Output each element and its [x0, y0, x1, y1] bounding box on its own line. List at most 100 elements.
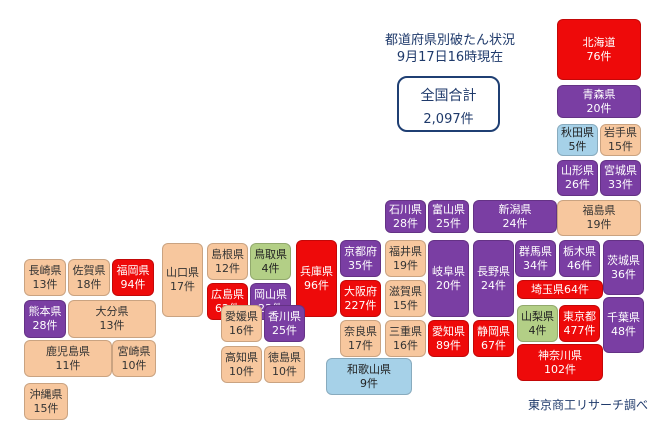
prefecture-akita: 秋田県 5件	[557, 124, 598, 156]
prefecture-name: 福岡県	[116, 263, 150, 277]
prefecture-saga: 佐賀県 18件	[68, 259, 110, 296]
prefecture-name: 山口県	[166, 266, 199, 279]
prefecture-count: 15件	[33, 401, 59, 415]
prefecture-count: 26件	[565, 178, 590, 191]
prefecture-count: 48件	[611, 325, 636, 338]
prefecture-ibaraki: 茨城県 36件	[603, 240, 644, 295]
total-label: 全国合計	[420, 88, 477, 104]
prefecture-name: 新潟県	[498, 202, 532, 216]
prefecture-nara: 奈良県 17件	[340, 320, 381, 357]
prefecture-name: 京都府	[344, 244, 377, 258]
prefecture-name: 山梨県	[521, 309, 554, 323]
prefecture-name: 青森県	[582, 87, 616, 101]
prefecture-count: 20件	[436, 278, 461, 292]
prefecture-count: 102件	[544, 362, 576, 376]
prefecture-niigata: 新潟県 24件	[473, 200, 557, 233]
prefecture-count: 19件	[393, 258, 418, 272]
prefecture-name: 群馬県	[519, 244, 552, 258]
prefecture-chiba: 千葉県 48件	[603, 297, 644, 353]
prefecture-name: 石川県	[389, 202, 422, 216]
prefecture-name: 千葉県	[607, 311, 640, 324]
prefecture-name: 栃木県	[563, 244, 596, 258]
prefecture-miyazaki: 宮崎県 10件	[112, 340, 156, 377]
national-total-box: 全国合計 2,097件	[397, 76, 500, 132]
prefecture-name: 埼玉県	[531, 282, 564, 296]
prefecture-yamanashi: 山梨県 4件	[517, 305, 558, 342]
prefecture-yamaguchi: 山口県 17件	[162, 243, 203, 317]
prefecture-name: 香川県	[268, 309, 301, 323]
prefecture-count: 76件	[586, 49, 612, 63]
prefecture-count: 25件	[436, 216, 461, 230]
prefecture-name: 秋田県	[561, 126, 594, 139]
prefecture-name: 岩手県	[604, 126, 637, 139]
prefecture-yamagata: 山形県 26件	[557, 160, 598, 196]
prefecture-count: 11件	[55, 358, 81, 372]
prefecture-name: 徳島県	[268, 350, 301, 364]
prefecture-name: 長野県	[477, 264, 510, 278]
prefecture-name: 大分県	[95, 305, 129, 318]
prefecture-count: 36件	[611, 267, 636, 281]
prefecture-name: 北海道	[582, 35, 616, 49]
prefecture-count: 94件	[120, 277, 146, 291]
prefecture-count: 67件	[481, 338, 506, 352]
prefecture-saitama: 埼玉県 64件	[517, 280, 603, 299]
prefecture-okinawa: 沖縄県 15件	[24, 383, 68, 420]
page-title: 都道府県別破たん状況 9月17日16時現在	[370, 32, 530, 66]
prefecture-name: 岡山県	[254, 287, 287, 301]
prefecture-name: 島根県	[211, 247, 244, 261]
prefecture-kumamoto: 熊本県 28件	[24, 300, 66, 338]
prefecture-nagano: 長野県 24件	[473, 240, 514, 317]
prefecture-count: 227件	[344, 298, 377, 312]
prefecture-name: 大阪府	[344, 284, 377, 298]
prefecture-count: 20件	[586, 101, 612, 115]
prefecture-wakayama: 和歌山県 9件	[326, 358, 412, 395]
prefecture-count: 24件	[481, 278, 506, 292]
prefecture-count: 16件	[229, 323, 254, 337]
prefecture-count: 35件	[348, 258, 373, 272]
prefecture-fukuoka: 福岡県 94件	[112, 259, 154, 296]
prefecture-kyoto: 京都府 35件	[340, 240, 381, 277]
prefecture-count: 96件	[304, 278, 329, 292]
prefecture-fukui: 福井県 19件	[385, 240, 426, 277]
prefecture-count: 25件	[272, 323, 297, 337]
prefecture-name: 宮崎県	[117, 344, 151, 358]
prefecture-shiga: 滋賀県 15件	[385, 280, 426, 317]
title-line-2: 9月17日16時現在	[396, 50, 504, 65]
prefecture-count: 46件	[567, 258, 592, 272]
prefecture-ehime: 愛媛県 16件	[221, 305, 262, 342]
prefecture-count: 24件	[502, 216, 528, 230]
prefecture-name: 広島県	[211, 287, 244, 301]
prefecture-mie: 三重県 16件	[385, 320, 426, 357]
prefecture-kanagawa: 神奈川県 102件	[517, 344, 603, 381]
prefecture-aichi: 愛知県 89件	[428, 320, 469, 357]
prefecture-count: 33件	[608, 178, 633, 191]
prefecture-name: 東京都	[563, 309, 596, 323]
prefecture-count: 4件	[261, 261, 280, 275]
prefecture-name: 兵庫県	[300, 264, 333, 278]
prefecture-ishikawa: 石川県 28件	[385, 200, 426, 233]
prefecture-name: 沖縄県	[29, 387, 63, 401]
prefecture-name: 和歌山県	[347, 362, 391, 376]
prefecture-shimane: 島根県 12件	[207, 243, 248, 280]
prefecture-count: 5件	[568, 140, 587, 153]
prefecture-iwate: 岩手県 15件	[600, 124, 641, 156]
prefecture-count: 15件	[393, 298, 418, 312]
prefecture-name: 熊本県	[28, 305, 62, 318]
prefecture-name: 三重県	[389, 324, 422, 338]
prefecture-tochigi: 栃木県 46件	[559, 240, 600, 277]
prefecture-count: 9件	[360, 376, 378, 390]
prefecture-count: 17件	[170, 280, 195, 293]
prefecture-count: 477件	[563, 323, 596, 337]
prefecture-count: 16件	[393, 338, 418, 352]
prefecture-kagawa: 香川県 25件	[264, 305, 305, 342]
prefecture-gifu: 岐阜県 20件	[428, 240, 469, 317]
prefecture-name: 福井県	[389, 244, 422, 258]
prefecture-name: 宮城県	[604, 164, 637, 177]
prefecture-name: 鳥取県	[254, 247, 287, 261]
prefecture-shizuoka: 静岡県 67件	[473, 320, 514, 357]
prefecture-name: 長崎県	[28, 263, 62, 277]
prefecture-kochi: 高知県 10件	[221, 346, 262, 383]
prefecture-name: 福島県	[582, 204, 616, 217]
prefecture-miyagi: 宮城県 33件	[600, 160, 641, 196]
prefecture-count: 64件	[564, 282, 589, 296]
